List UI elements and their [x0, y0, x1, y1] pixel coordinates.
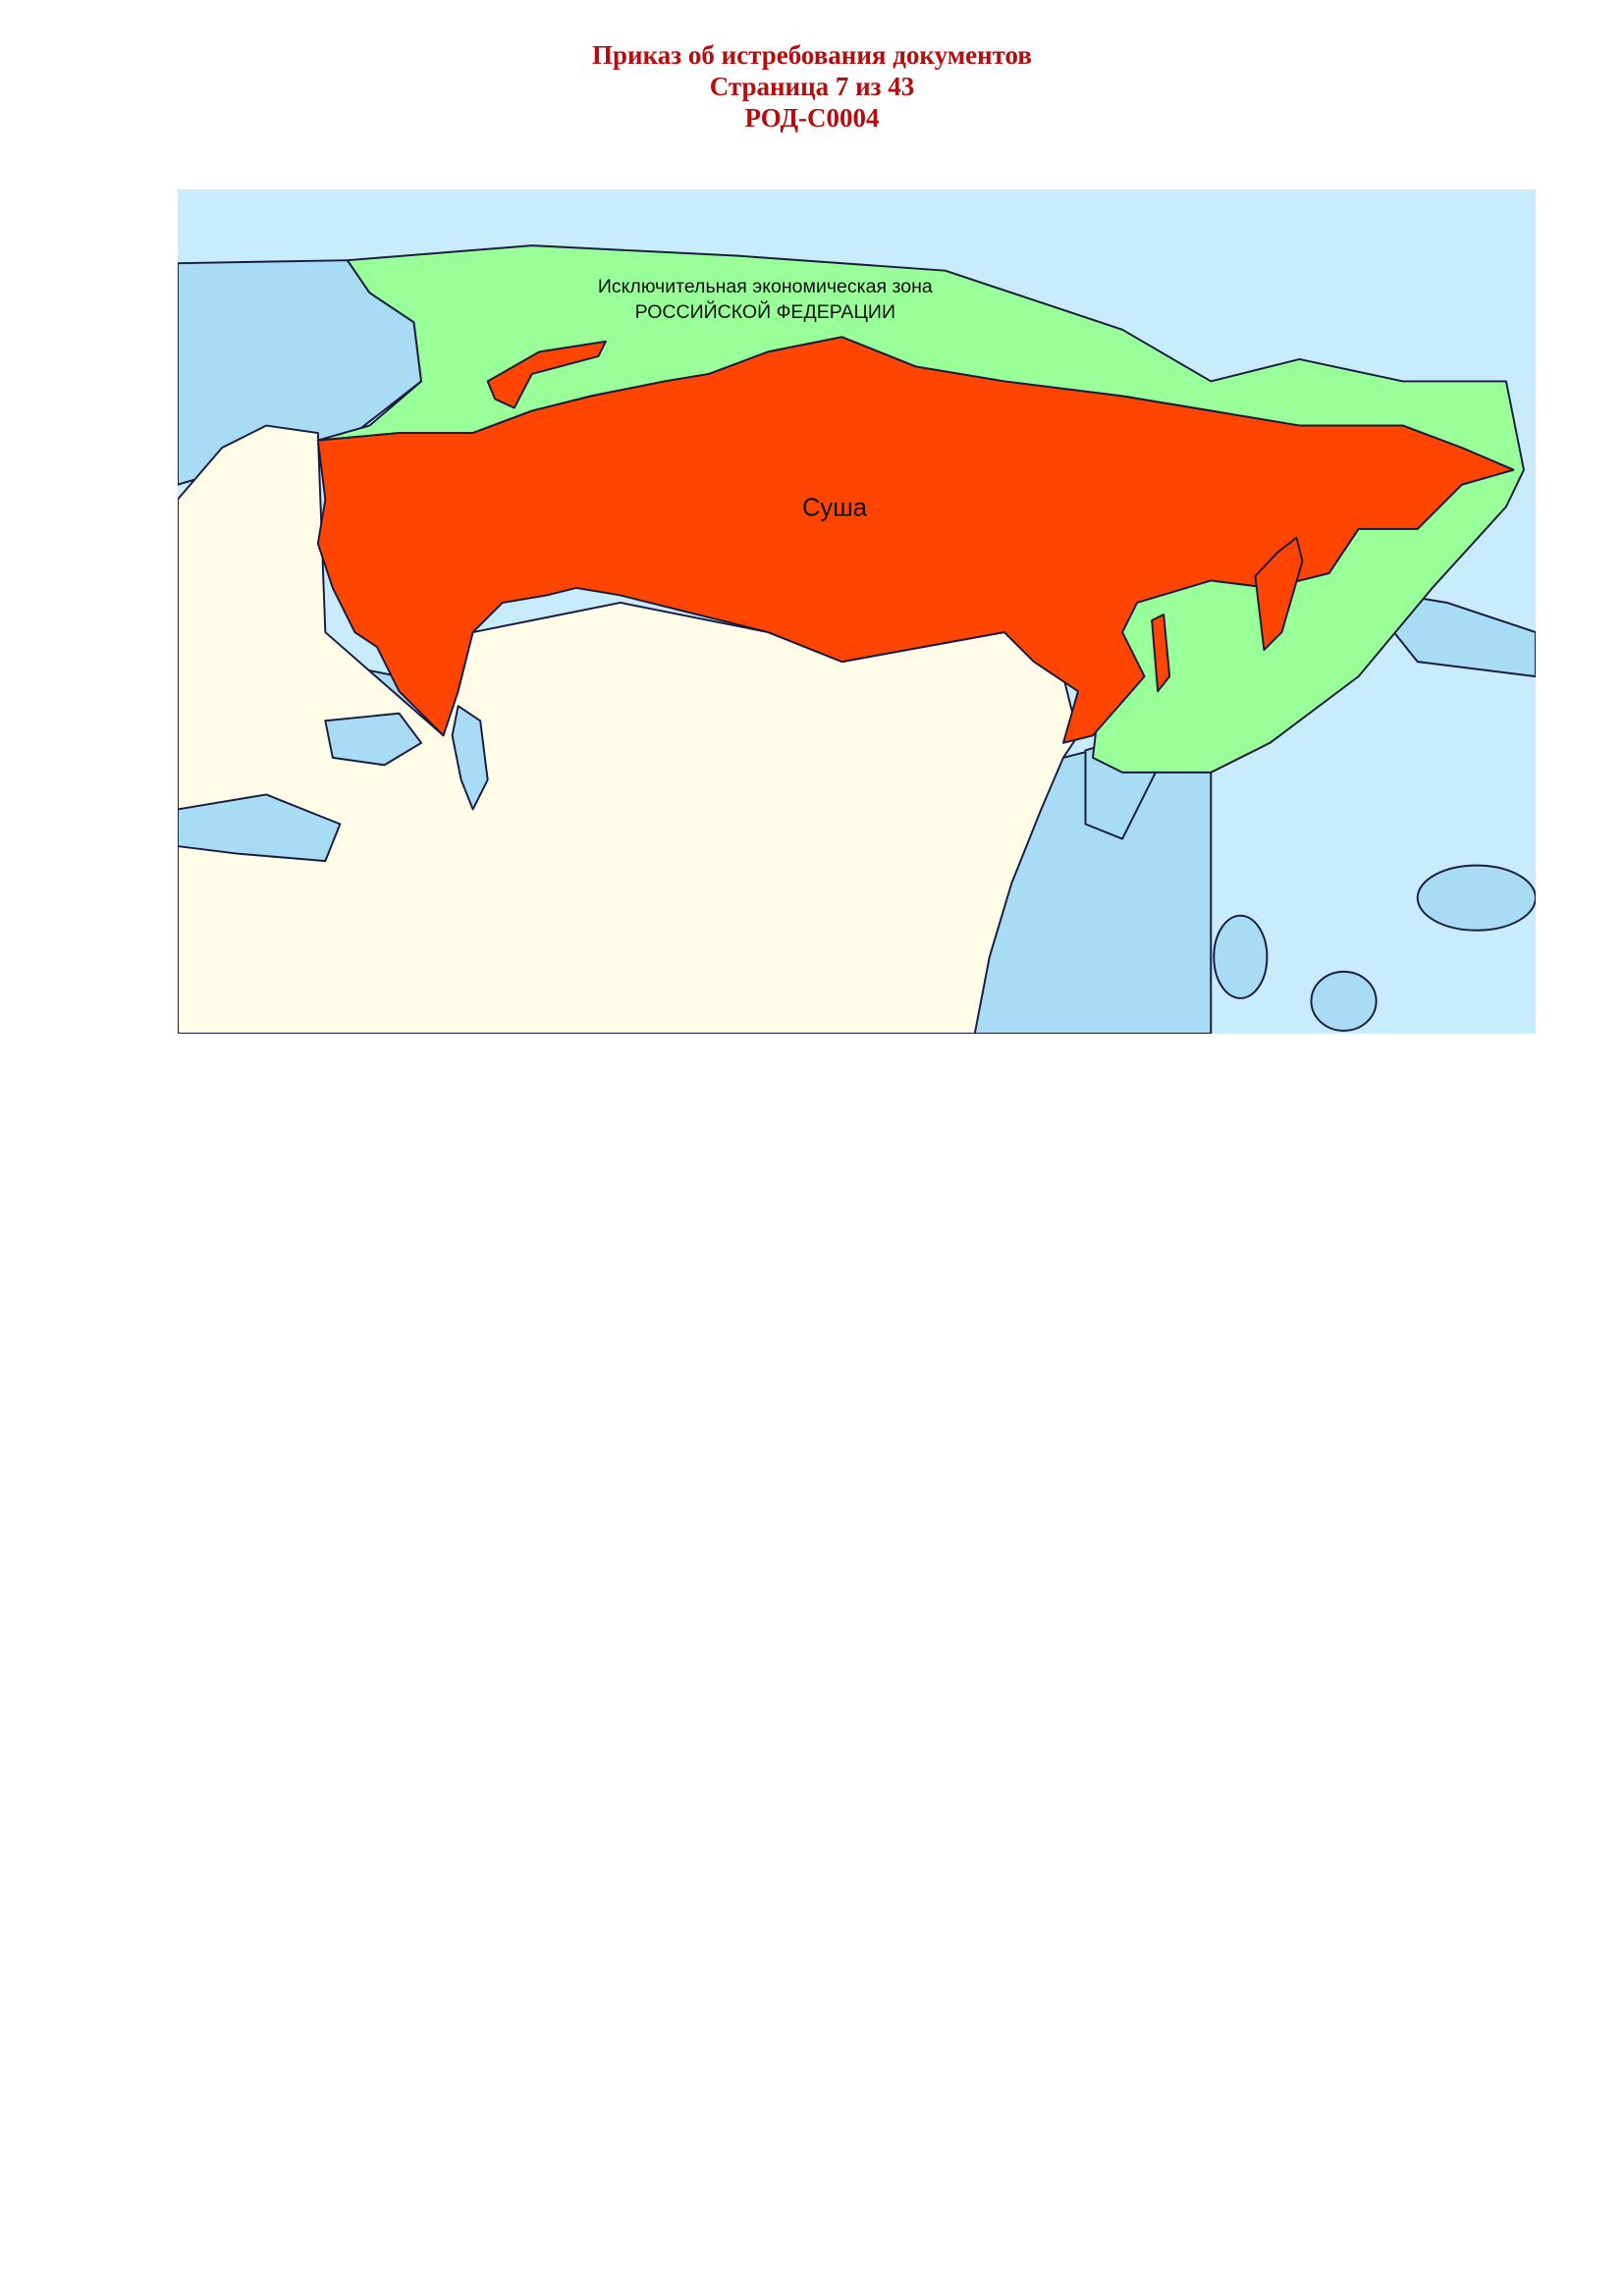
kamchatka	[1254, 536, 1304, 652]
document-code: РОД-С0004	[744, 103, 880, 133]
inland-seas	[178, 705, 1161, 863]
black-sea	[324, 712, 423, 767]
eez-label: Исключительная экономическая зона РОССИЙ…	[598, 276, 933, 323]
eez-label-line2: РОССИЙСКОЙ ФЕДЕРАЦИИ	[635, 299, 895, 323]
document-title: Приказ об истребования документов	[592, 40, 1032, 70]
caspian-sea	[451, 705, 489, 811]
land-label: Суша	[802, 494, 868, 521]
novaya-zemlya	[486, 340, 607, 409]
russia-eez-map: Исключительная экономическая зона РОССИЙ…	[178, 189, 1536, 1034]
sakhalin	[1151, 614, 1171, 693]
eez-label-line1: Исключительная экономическая зона	[598, 276, 933, 297]
mediterranean-sea	[178, 793, 342, 863]
page-number: Страница 7 из 43	[709, 72, 915, 101]
russia-land	[316, 336, 1515, 744]
